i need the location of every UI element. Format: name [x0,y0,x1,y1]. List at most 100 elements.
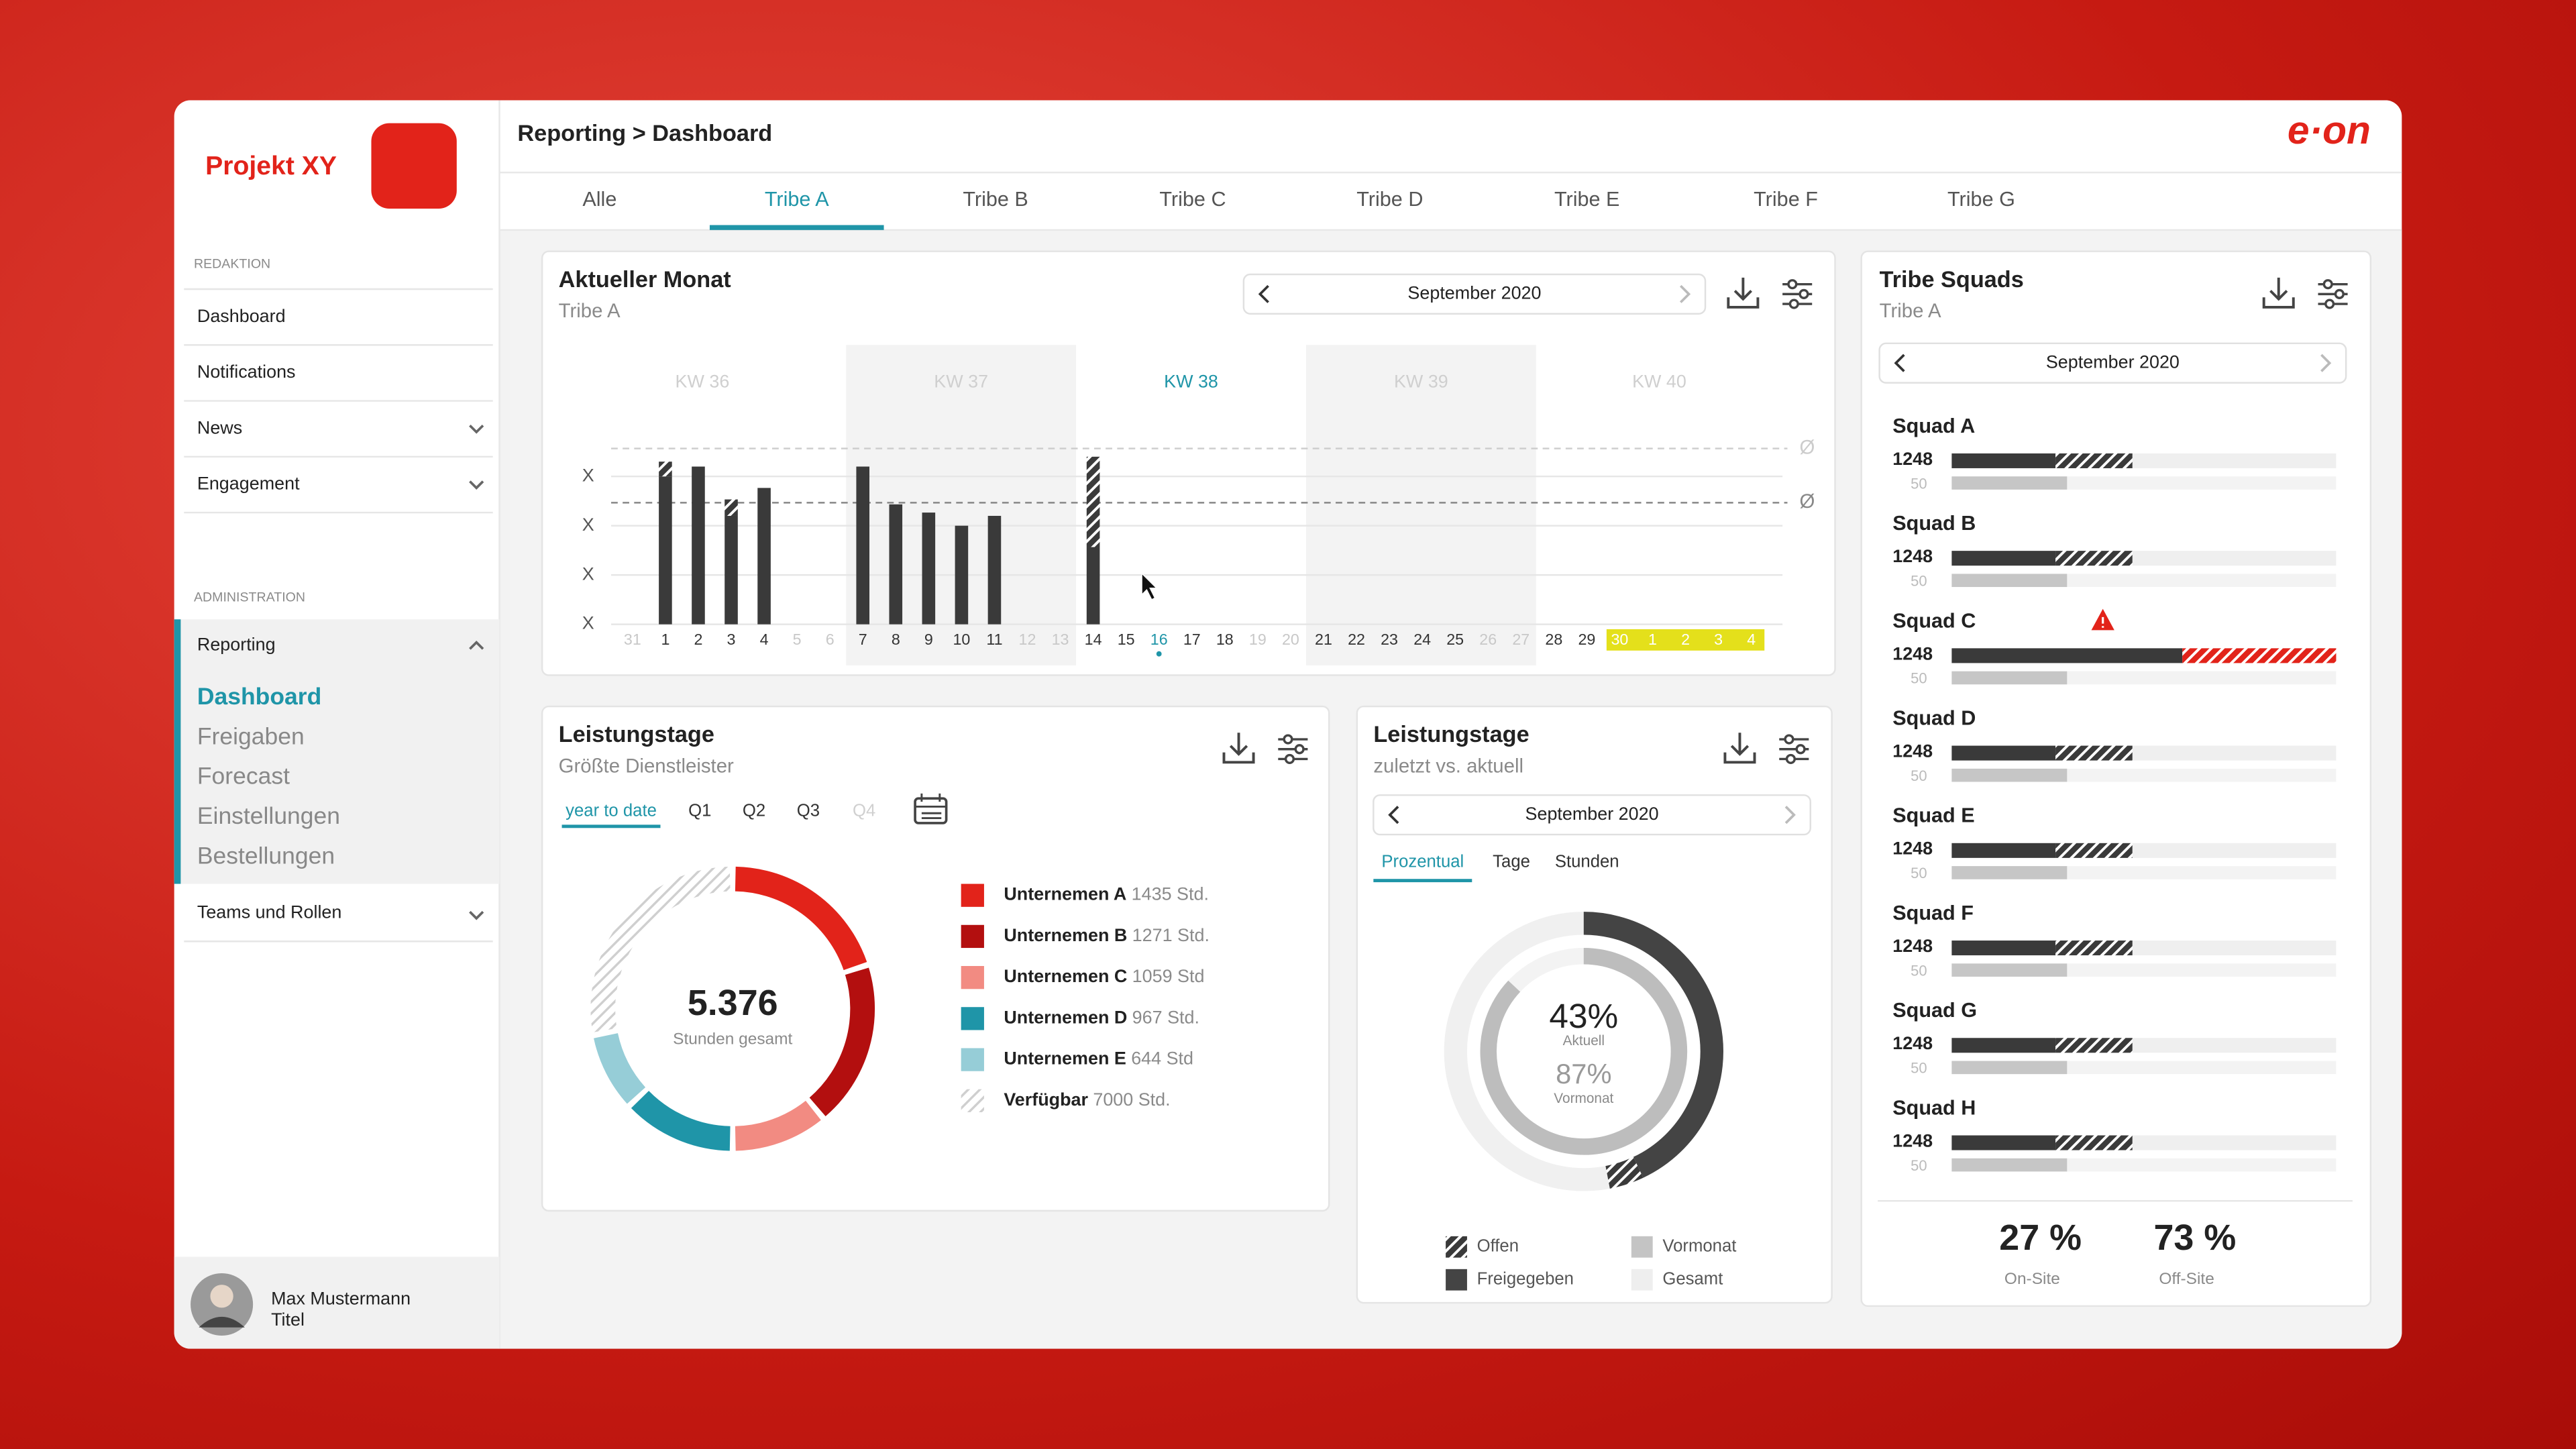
squad-previous-bar [1951,768,2068,782]
bar-approved [955,525,969,625]
donut-total: 5.376 [688,983,778,1023]
summary-label: On-Site [2004,1270,2060,1288]
sub-nav-item[interactable]: Freigaben [197,722,305,749]
bar-approved [922,513,936,625]
tab[interactable]: Tribe F [1754,188,1818,211]
nav-item[interactable]: Dashboard [197,306,286,326]
chevron[interactable] [469,424,484,434]
previous-month[interactable] [1894,354,1905,372]
mouse-cursor [1141,572,1158,600]
nav-item[interactable]: News [197,417,242,437]
day-label: 24 [1413,631,1431,648]
squad-name: Squad D [1892,707,1976,730]
user-name: Max Mustermann [271,1288,411,1308]
chevron[interactable] [469,640,484,650]
day-label: 16 [1150,631,1168,648]
current-arc [1583,912,1723,1178]
day-label: 3 [727,631,736,648]
previous-month[interactable] [1388,806,1399,824]
period-tab[interactable]: year to date [566,802,657,820]
squad-name: Squad B [1892,512,1976,535]
y-tick-label: X [582,465,594,485]
squad-value: 1248 [1892,741,1933,761]
donut-segment [631,1090,731,1151]
highlight-range [1606,629,1765,651]
mode-tab[interactable]: Prozentual [1381,853,1464,871]
summary-value: 73 % [2153,1218,2236,1258]
current-percent: 43% [1549,996,1618,1035]
tab[interactable]: Tribe A [765,188,829,211]
y-tick-label: X [582,613,594,633]
legend-entry: Unternemen A 1435 Std. [1004,884,1209,904]
day-label: 2 [694,631,702,648]
legend-label: Offen [1477,1237,1519,1256]
previous-month[interactable] [1258,284,1269,303]
next-month[interactable] [2320,354,2332,372]
squad-base: 50 [1911,475,1927,492]
legend-hours: 967 Std. [1132,1007,1199,1027]
squad-done-bar [1951,745,2056,761]
sub-nav-item[interactable]: Bestellungen [197,842,335,869]
user-title: Titel [271,1309,305,1330]
week-label: KW 38 [1164,372,1218,392]
squad-value: 1248 [1892,1130,1933,1150]
filter-knob [1294,744,1305,755]
y-tick-label: X [582,515,594,535]
filter-knob [1785,753,1796,765]
filter-knob [1799,288,1809,299]
day-label: 4 [1747,631,1756,648]
next-month[interactable] [1784,806,1796,824]
bar-approved [889,504,903,625]
chevron[interactable] [469,480,484,490]
filter-knob [1283,734,1293,745]
mode-tab[interactable]: Stunden [1555,853,1619,871]
tab[interactable]: Alle [582,188,616,211]
squad-base: 50 [1911,1157,1927,1174]
tab[interactable]: Tribe G [1947,188,2015,211]
squad-done-bar [1951,1135,2056,1150]
calendar-grid [915,793,947,820]
legend-name: Unternemen C [1004,966,1127,986]
day-label: 9 [924,631,933,648]
tab[interactable]: Tribe E [1554,188,1620,211]
donut-segment [735,866,867,971]
previous-label: Vormonat [1554,1091,1613,1106]
tab[interactable]: Tribe B [963,188,1028,211]
download-icon[interactable] [1727,277,1760,309]
nav-item[interactable]: Reporting [197,635,276,655]
sub-nav-item[interactable]: Dashboard [197,683,321,710]
panel-title: Tribe Squads [1880,267,2024,292]
mode-tab[interactable]: Tage [1493,853,1530,871]
download-icon[interactable] [1723,733,1756,764]
download-icon[interactable] [1222,733,1255,764]
squad-name: Squad F [1892,902,1974,924]
squad-done-bar [1951,551,2056,566]
day-label: 3 [1714,631,1723,648]
bar-approved [987,515,1002,625]
download-icon[interactable] [2262,277,2295,309]
sub-nav-item[interactable]: Forecast [197,763,290,790]
tab[interactable]: Tribe C [1159,188,1226,211]
day-label: 5 [793,631,802,648]
squad-open-bar [2055,551,2133,566]
nav-item[interactable]: Notifications [197,362,296,382]
chevron[interactable] [469,910,484,920]
squad-previous-bar [1951,1158,2068,1172]
day-label: 13 [1052,631,1069,648]
legend-swatch [1446,1269,1467,1291]
period-tab[interactable]: Q3 [797,802,820,820]
period-tab[interactable]: Q4 [853,802,875,820]
period-tab[interactable]: Q1 [688,802,711,820]
nav-item[interactable]: Engagement [197,474,300,494]
sub-nav-item[interactable]: Einstellungen [197,802,340,829]
squad-name: Squad A [1892,415,1975,437]
filter-knob [1788,299,1799,309]
calendar-icon[interactable] [914,797,948,824]
previous-percent: 87% [1556,1058,1611,1089]
next-month[interactable] [1680,284,1691,303]
tab[interactable]: Tribe D [1356,188,1423,211]
legend-name: Unternemen D [1004,1007,1127,1027]
nav-item[interactable]: Teams und Rollen [197,902,342,922]
period-tab[interactable]: Q2 [743,802,765,820]
